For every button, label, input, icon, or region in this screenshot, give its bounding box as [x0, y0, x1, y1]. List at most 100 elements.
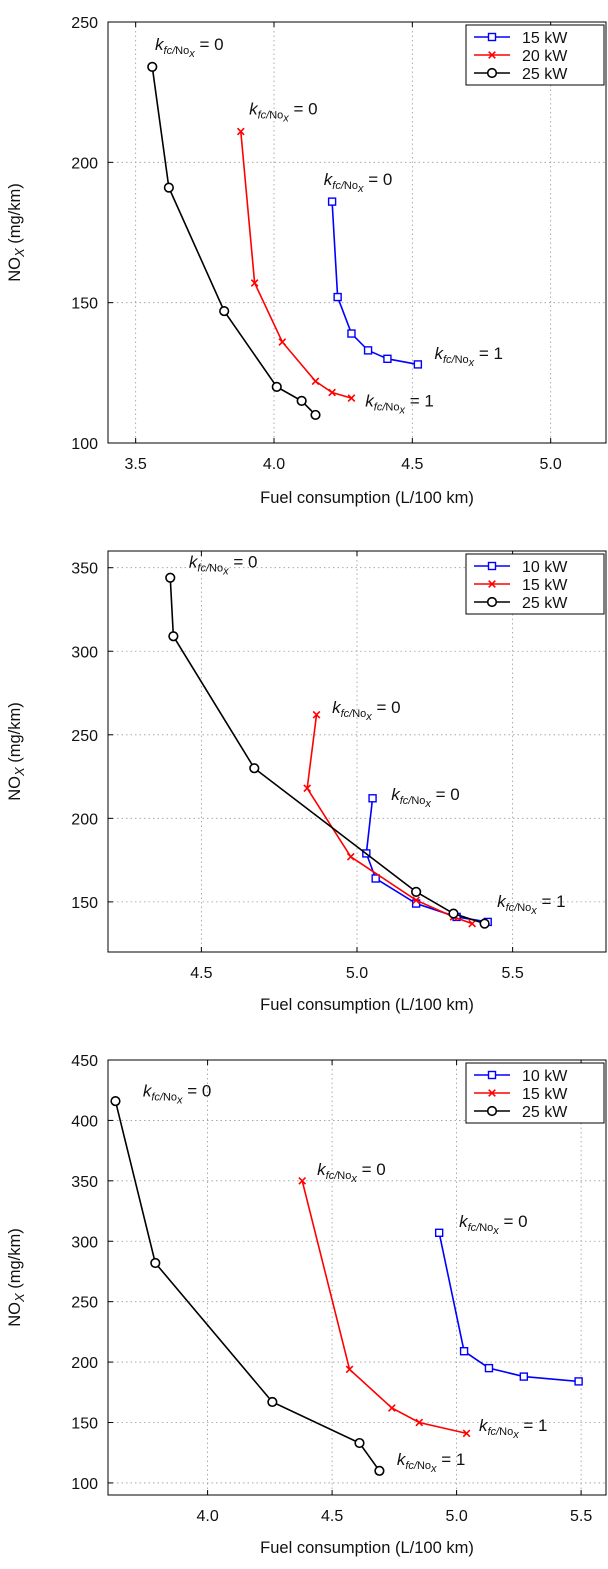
y-tick-label: 400 — [71, 1113, 98, 1130]
k-annotation: kfc/Nox = 0 — [155, 35, 224, 60]
series-line — [306, 714, 473, 925]
chart-panel-1: 3.5 4.0 4.5 5.0 100 150 200 250 Fuel consumption… — [6, 15, 607, 507]
x-tick-label: 4.0 — [263, 456, 285, 473]
legend-marker — [486, 67, 498, 79]
legend-label: 25 kW — [522, 66, 568, 83]
y-tick-label: 150 — [71, 1416, 98, 1433]
x-tick-label: 5.0 — [540, 456, 562, 473]
legend-label: 15 kW — [522, 1086, 568, 1103]
data-point — [413, 360, 423, 369]
series-15-kW — [298, 1176, 471, 1438]
y-tick-label: 250 — [71, 15, 98, 32]
legend-marker — [488, 51, 496, 59]
legend-label: 20 kW — [522, 48, 568, 65]
y-tick-label: 350 — [71, 561, 98, 578]
k-annotation: kfc/Nox = 1 — [397, 1450, 466, 1475]
k-annotation: kfc/Nox = 1 — [434, 344, 503, 369]
k-annotation: kfc/Nox = 0 — [189, 553, 258, 578]
k-annotation: kfc/Nox = 1 — [479, 1416, 548, 1441]
k-annotation: kfc/Nox = 0 — [324, 170, 393, 195]
series-line — [331, 201, 419, 366]
series-10-kW — [434, 1228, 583, 1386]
x-axis-title: Fuel consumption (L/100 km) — [260, 1539, 474, 1557]
data-point — [347, 329, 356, 338]
series-line — [301, 1180, 467, 1435]
data-point — [328, 388, 336, 397]
y-tick-label: 150 — [71, 296, 98, 313]
y-axis-title: NOX (mg/km) — [6, 183, 27, 282]
x-tick-label: 5.0 — [346, 965, 368, 982]
data-point — [327, 197, 337, 206]
data-point — [448, 908, 459, 919]
y-tick-label: 300 — [71, 1234, 98, 1251]
series-line — [365, 798, 488, 923]
y-axis-title: NOX (mg/km) — [6, 702, 27, 801]
x-axis-title: Fuel consumption (L/100 km) — [260, 489, 474, 507]
data-point — [310, 409, 321, 421]
plot-frame — [107, 21, 607, 444]
series-25-kW — [110, 1095, 385, 1476]
x-tick-label: 5.5 — [570, 1508, 592, 1525]
data-point — [462, 1429, 471, 1438]
data-point — [434, 1228, 444, 1237]
data-point — [298, 1176, 307, 1185]
y-tick-label: 250 — [71, 1295, 98, 1312]
data-point — [484, 1363, 494, 1373]
y-tick-label: 450 — [71, 1053, 98, 1070]
y-tick-label: 200 — [71, 811, 98, 828]
data-point — [368, 794, 377, 803]
y-tick-label: 100 — [71, 1476, 98, 1493]
data-point — [468, 919, 477, 928]
data-point — [219, 305, 230, 317]
data-point — [371, 874, 380, 883]
x-tick-label: 5.0 — [445, 1508, 467, 1525]
x-tick-label: 3.5 — [125, 456, 147, 473]
data-point — [411, 886, 422, 897]
x-tick-label: 5.5 — [502, 965, 524, 982]
legend-label: 10 kW — [522, 1068, 568, 1085]
data-point — [415, 1418, 424, 1427]
data-point — [346, 852, 355, 861]
data-point — [363, 346, 373, 355]
x-tick-label: 4.5 — [190, 965, 212, 982]
k-annotation: kfc/Nox = 1 — [497, 892, 566, 917]
series-line — [438, 1232, 579, 1383]
data-point — [311, 377, 320, 386]
data-point — [150, 1257, 161, 1269]
k-annotation: kfc/Nox = 0 — [459, 1212, 528, 1237]
data-point — [165, 572, 176, 583]
legend-label: 15 kW — [522, 577, 568, 594]
series-line — [151, 66, 317, 416]
data-point — [267, 1396, 278, 1408]
k-annotation: kfc/Nox = 0 — [391, 785, 460, 810]
series-line — [169, 577, 485, 925]
data-point — [333, 292, 342, 302]
data-point — [354, 1437, 365, 1449]
data-point — [312, 710, 321, 719]
data-point — [345, 1365, 354, 1374]
data-point — [519, 1372, 529, 1381]
data-point — [459, 1347, 469, 1356]
data-point — [383, 354, 392, 363]
series-20-kW — [236, 127, 356, 402]
k-annotation: kfc/Nox = 0 — [143, 1081, 212, 1106]
data-point — [250, 279, 259, 287]
data-point — [168, 631, 179, 642]
data-point — [347, 394, 356, 402]
k-annotation: kfc/Nox = 0 — [249, 100, 318, 125]
legend-label: 25 kW — [522, 1104, 568, 1121]
x-tick-label: 4.0 — [196, 1508, 218, 1525]
y-tick-label: 200 — [71, 155, 98, 172]
y-tick-label: 300 — [71, 644, 98, 661]
series-line — [240, 131, 352, 399]
y-tick-label: 200 — [71, 1355, 98, 1372]
k-annotation: kfc/Nox = 0 — [317, 1160, 386, 1185]
data-point — [278, 338, 287, 346]
series-25-kW — [147, 61, 321, 421]
legend-marker — [488, 1089, 496, 1097]
legend-marker — [488, 580, 496, 588]
data-point — [412, 896, 421, 905]
